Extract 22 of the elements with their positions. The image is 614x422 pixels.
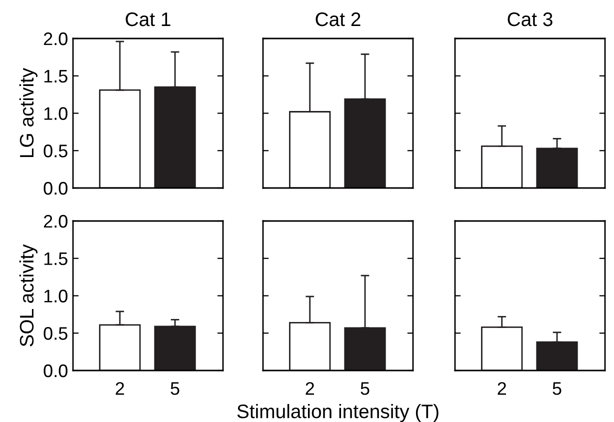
x-tick-label: 2 [498,382,506,395]
chart-title: Cat 3 [508,12,552,26]
y-tick-label: 2.0 [44,214,68,228]
x-axis-title: Stimulation intensity (T) [237,404,438,422]
y-axis-title: SOL activity [19,244,38,346]
chart-title: Cat 2 [316,12,360,26]
y-tick-label: 1.5 [44,252,68,266]
x-tick-label: 5 [360,382,370,395]
y-tick-label: 2.0 [44,32,68,46]
y-tick-label: 0.0 [44,364,68,378]
y-tick-label: 0.5 [44,144,68,158]
y-tick-label: 1.0 [44,107,68,120]
chart-title: Cat 1 [126,12,170,26]
x-tick-label: 2 [116,382,124,395]
x-tick-label: 5 [170,382,180,395]
y-axis-title: LG activity [19,68,38,158]
x-tick-label: 5 [552,382,562,395]
x-tick-label: 2 [306,382,314,395]
y-tick-label: 0.0 [44,182,68,195]
y-tick-label: 1.0 [44,290,68,302]
y-tick-label: 1.5 [44,70,68,83]
y-tick-label: 0.5 [44,327,68,340]
